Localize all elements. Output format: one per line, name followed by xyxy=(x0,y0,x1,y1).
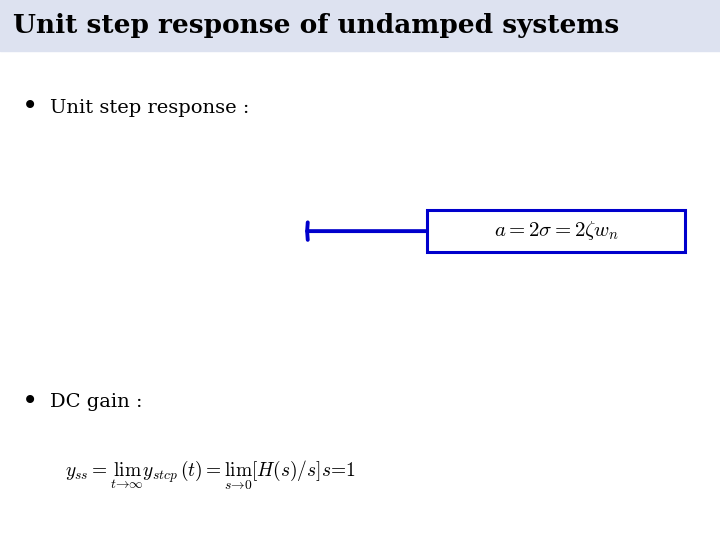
Bar xyxy=(0,0,720,51)
FancyBboxPatch shape xyxy=(427,210,685,252)
Text: •: • xyxy=(22,389,38,416)
Text: Unit step response :: Unit step response : xyxy=(50,99,250,117)
Text: $a = 2\sigma = 2\zeta w_n$: $a = 2\sigma = 2\zeta w_n$ xyxy=(494,219,618,242)
Text: Unit step response of undamped systems: Unit step response of undamped systems xyxy=(13,13,619,38)
Text: $y_{ss} = \lim_{t \to \infty} y_{stcp}(t) = \lim_{s \to 0} [H(s)/s]s = 1$: $y_{ss} = \lim_{t \to \infty} y_{stcp}(t… xyxy=(65,458,356,492)
Text: DC gain :: DC gain : xyxy=(50,393,143,411)
Text: •: • xyxy=(22,94,38,122)
